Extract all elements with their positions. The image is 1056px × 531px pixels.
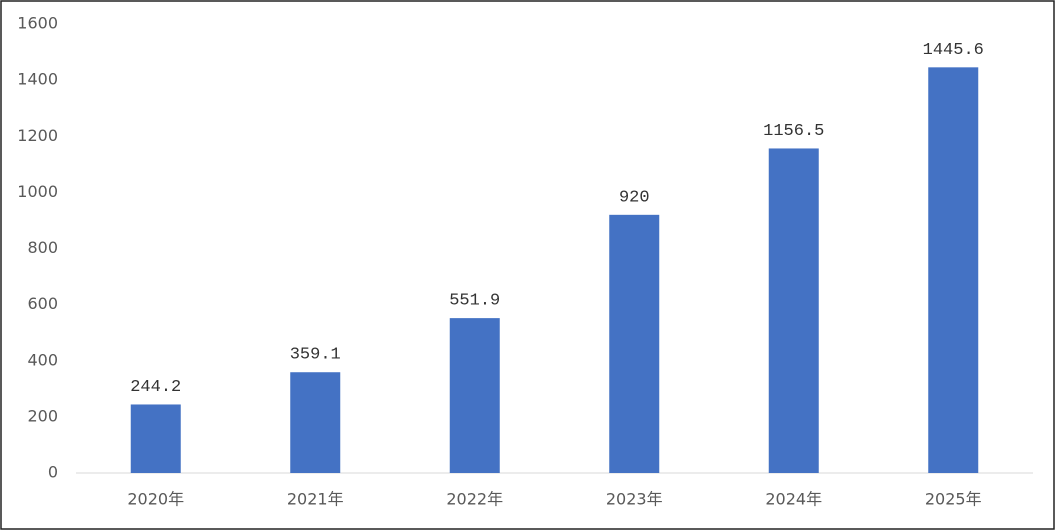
bar bbox=[928, 67, 979, 474]
y-tick-label: 1000 bbox=[17, 182, 58, 201]
x-tick-label: 2022年 bbox=[446, 490, 503, 509]
value-label: 1445.6 bbox=[923, 41, 984, 60]
y-tick-label: 800 bbox=[27, 238, 58, 257]
y-tick-label: 400 bbox=[27, 350, 58, 369]
x-tick-label: 2024年 bbox=[765, 490, 822, 509]
y-tick-label: 1400 bbox=[17, 70, 58, 89]
bar bbox=[609, 214, 660, 473]
value-label: 1156.5 bbox=[763, 122, 824, 141]
bar bbox=[130, 404, 181, 473]
y-tick-label: 600 bbox=[27, 294, 58, 313]
x-tick-label: 2020年 bbox=[127, 490, 184, 509]
y-tick-label: 200 bbox=[27, 406, 58, 425]
bar bbox=[449, 318, 500, 473]
bar bbox=[290, 372, 341, 473]
value-label: 920 bbox=[619, 188, 650, 207]
value-label: 551.9 bbox=[449, 292, 500, 311]
x-tick-label: 2023年 bbox=[606, 490, 663, 509]
value-label: 359.1 bbox=[290, 346, 341, 365]
x-tick-label: 2025年 bbox=[925, 490, 982, 509]
y-tick-label: 1200 bbox=[17, 126, 58, 145]
y-tick-label: 0 bbox=[48, 463, 58, 482]
bar bbox=[768, 148, 819, 473]
y-tick-label: 1600 bbox=[17, 14, 58, 33]
value-label: 244.2 bbox=[130, 378, 181, 397]
x-tick-label: 2021年 bbox=[287, 490, 344, 509]
